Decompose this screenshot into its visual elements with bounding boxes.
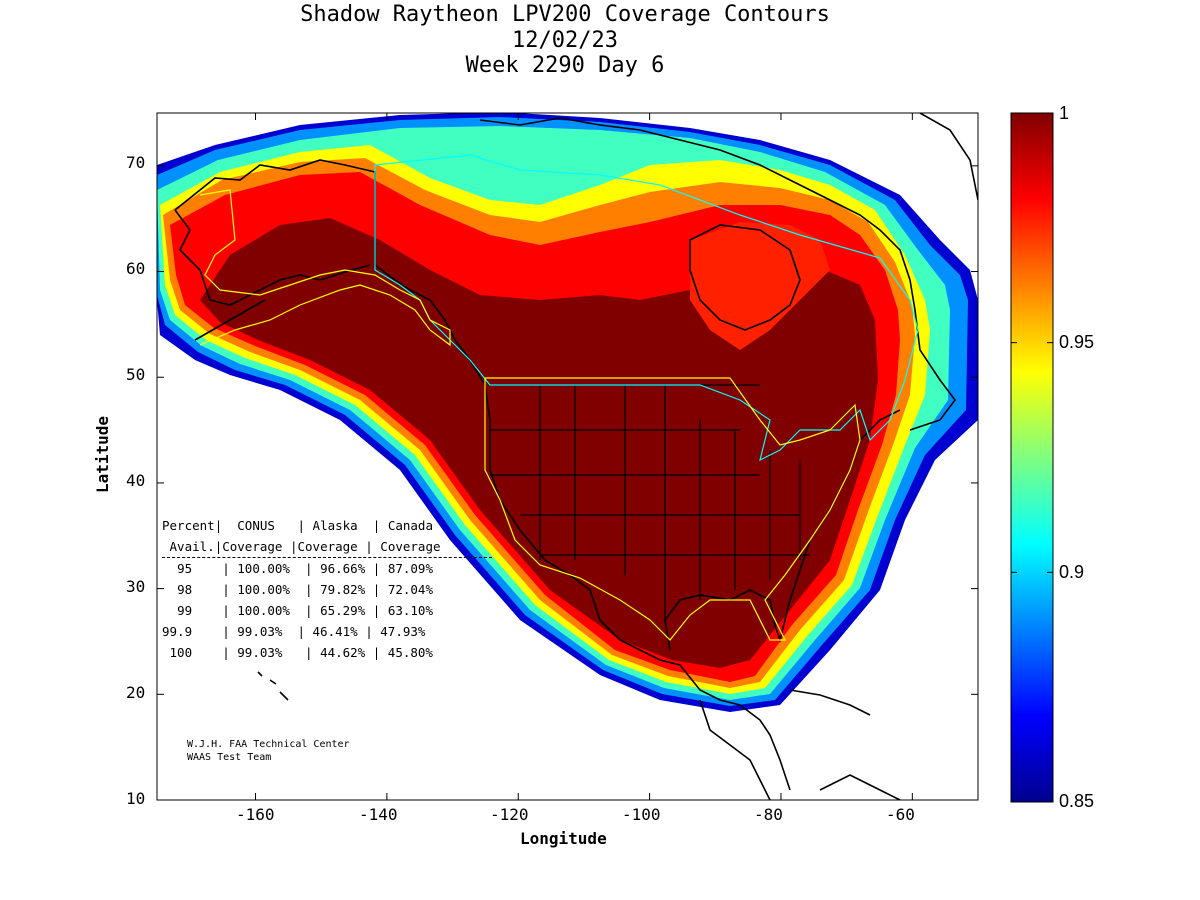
table-header: CONUS — [237, 518, 275, 533]
table-header: Percent — [162, 518, 215, 533]
alaska-boundary — [199, 189, 451, 347]
xtick-label: -120 — [490, 805, 529, 824]
table-row: 99.9 | 99.03% | 46.41% | 47.93% — [162, 624, 426, 639]
ytick-label: 30 — [126, 577, 146, 596]
plot-frame — [156, 112, 979, 801]
contour-0.99-island — [690, 222, 830, 350]
canada-boundary — [374, 154, 919, 462]
chart-title-line-3: Week 2290 Day 6 — [465, 53, 665, 78]
ytick-label: 70 — [126, 153, 146, 172]
table-header: Coverage — [297, 539, 358, 554]
chart-title-line-2: 12/02/23 — [512, 28, 618, 53]
ytick-label: 60 — [126, 259, 146, 278]
table-header: Coverage — [222, 539, 283, 554]
colorbar-label: 0.9 — [1059, 562, 1085, 582]
conus-boundary — [484, 377, 861, 641]
y-axis-label: Latitude — [93, 415, 113, 494]
table-header-row-2: Avail.|Coverage |Coverage | Coverage — [162, 536, 492, 558]
colorbar-ticks — [1011, 112, 1053, 803]
state-borders — [490, 384, 810, 620]
xtick-label: -60 — [886, 805, 915, 824]
table-header: Coverage — [380, 539, 441, 554]
table-header: Avail. — [169, 539, 215, 554]
table-row: 98 | 100.00% | 79.82% | 72.04% — [177, 582, 433, 597]
x-axis-label: Longitude — [520, 829, 607, 848]
tick-marks — [157, 113, 978, 801]
table-header-row-1: Percent| CONUS | Alaska | Canada — [162, 518, 433, 533]
ytick-label: 40 — [126, 471, 146, 490]
credit-line-2: WAAS Test Team — [187, 752, 272, 763]
colorbar-label: 0.95 — [1059, 332, 1095, 352]
table-header: Alaska — [312, 518, 358, 533]
chart-title-line-1: Shadow Raytheon LPV200 Coverage Contours — [300, 2, 830, 27]
table-row: 99 | 100.00% | 65.29% | 63.10% — [177, 603, 433, 618]
table-row: 100 | 99.03% | 44.62% | 45.80% — [169, 645, 433, 660]
colorbar — [1010, 112, 1054, 803]
colorbar-label: 0.85 — [1059, 791, 1095, 811]
ytick-label: 50 — [126, 365, 146, 384]
table-header: Canada — [387, 518, 433, 533]
ytick-label: 20 — [126, 683, 146, 702]
ytick-label: 10 — [126, 789, 146, 808]
colorbar-label: 1 — [1059, 103, 1070, 123]
xtick-label: -160 — [236, 805, 275, 824]
xtick-label: -100 — [622, 805, 661, 824]
table-row: 95 | 100.00% | 96.66% | 87.09% — [177, 561, 433, 576]
coverage-contours — [157, 113, 978, 712]
xtick-label: -80 — [754, 805, 783, 824]
credit-line-1: W.J.H. FAA Technical Center — [187, 739, 350, 750]
xtick-label: -140 — [359, 805, 398, 824]
coverage-table: Percent| CONUS | Alaska | Canada Avail.|… — [162, 515, 492, 663]
